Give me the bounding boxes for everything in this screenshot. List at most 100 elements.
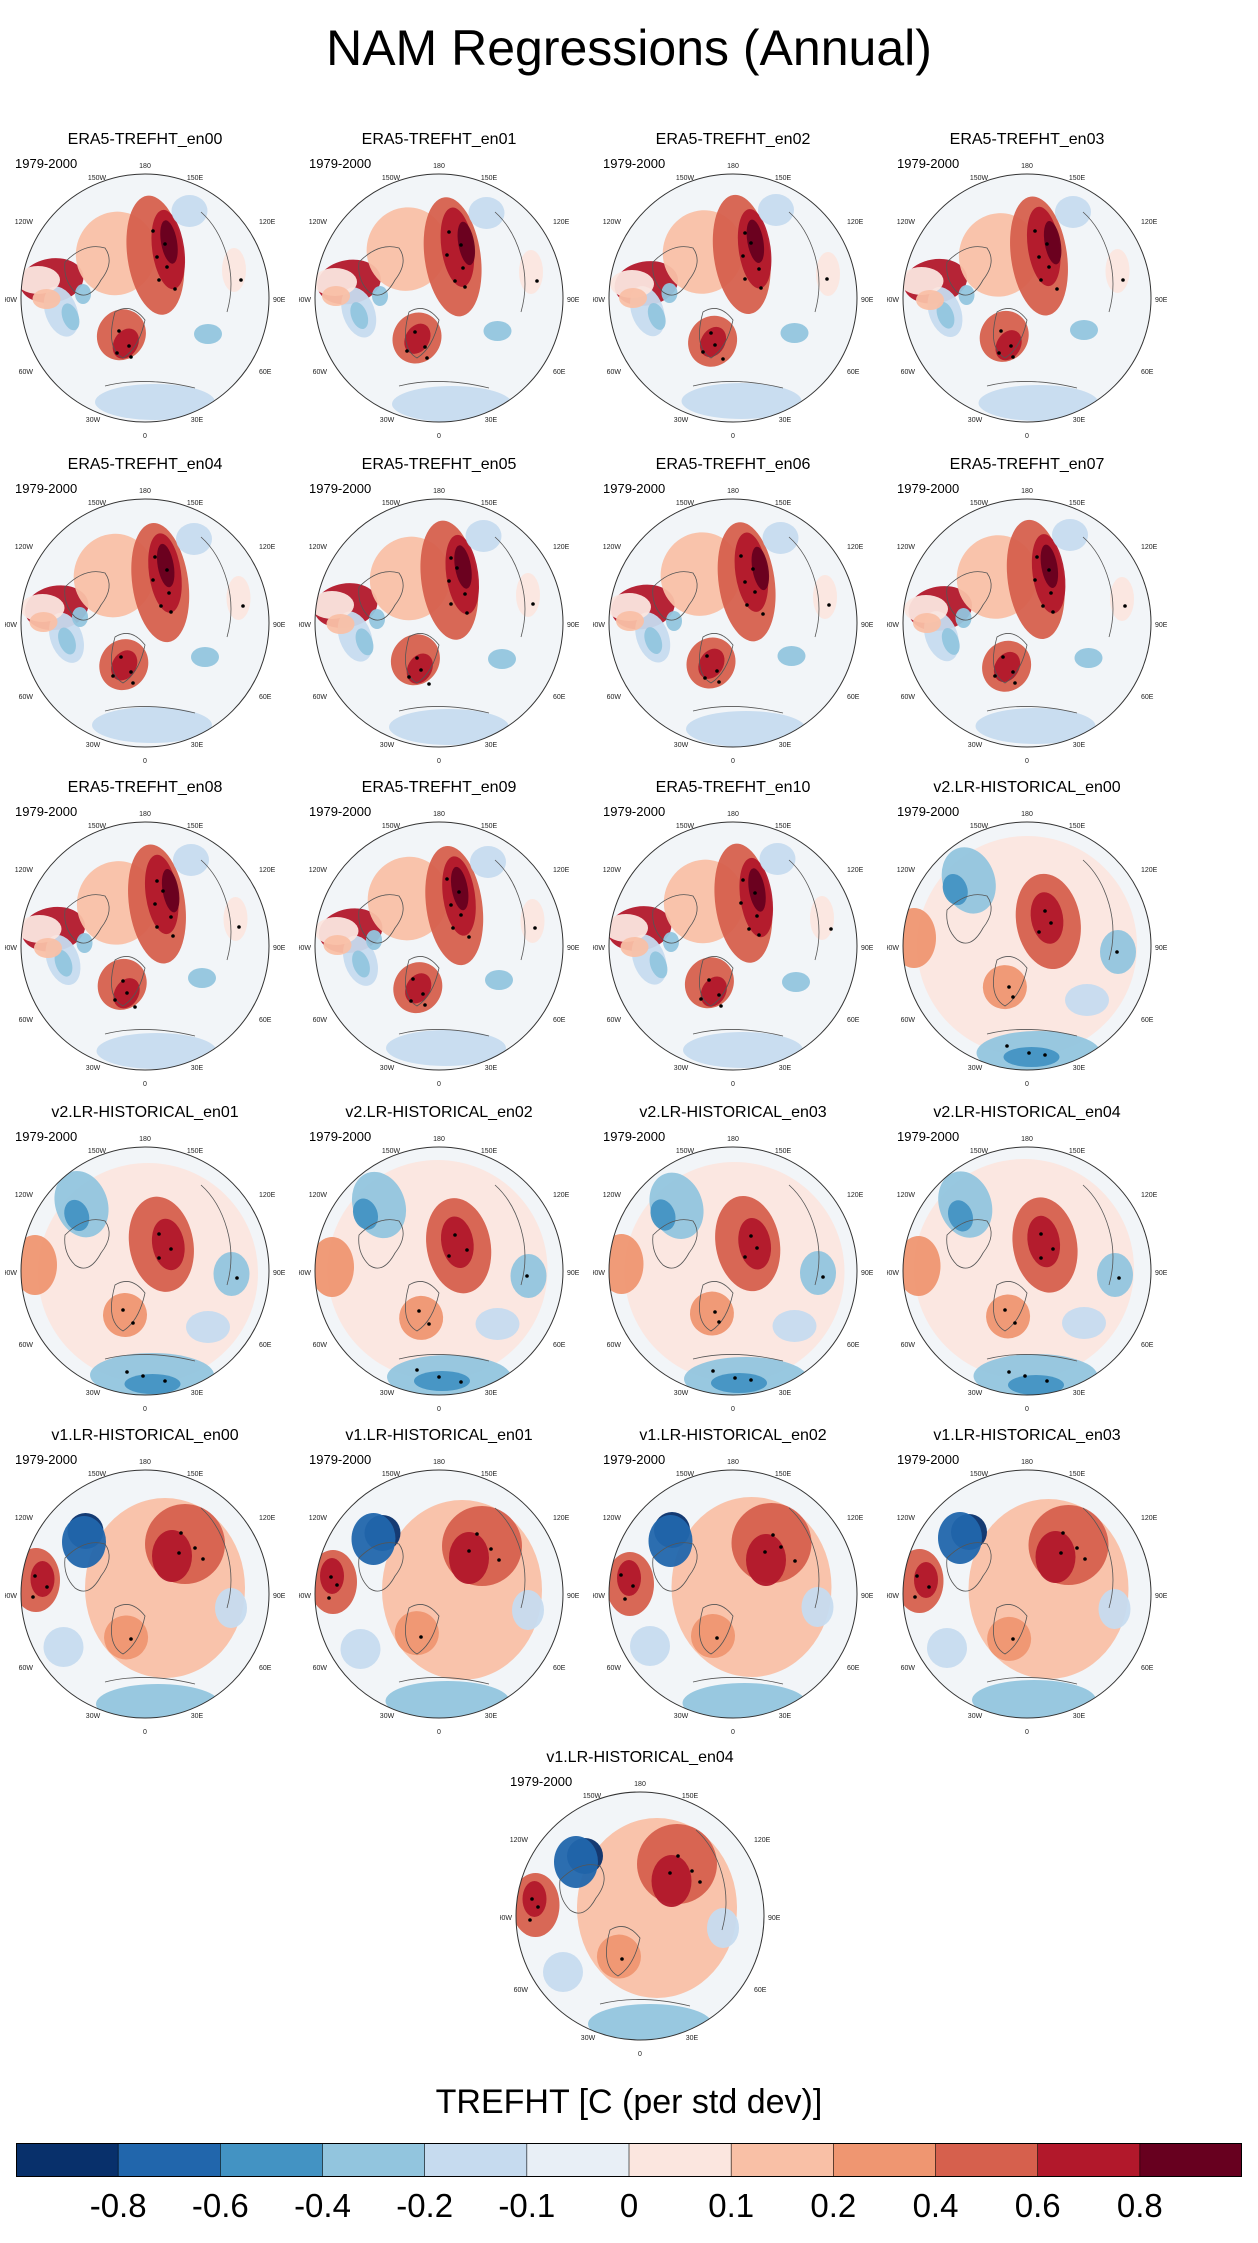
colorbar-swatch-5 bbox=[526, 2143, 630, 2177]
panel-13-anomaly-patch-8 bbox=[124, 1374, 181, 1394]
panel-1-polar-map: 180 150W 150E 120W 120E 90W 90E 60W 60E 30W 30E 0 bbox=[5, 163, 285, 440]
colorbar-swatch-9 bbox=[935, 2143, 1039, 2177]
panel-18-anomaly-patch-8 bbox=[340, 1629, 381, 1669]
panel-7-anomaly-patch-11 bbox=[616, 611, 644, 631]
panel-10-longitude-label-top-right: 150E bbox=[481, 823, 498, 830]
panel-7-anomaly-patch-13 bbox=[777, 646, 806, 666]
panel-19-anomaly-patch-2 bbox=[617, 1560, 641, 1596]
panel-6-title: ERA5-TREFHT_en05 bbox=[361, 456, 517, 473]
colorbar-tick-label-2: -0.4 bbox=[294, 2187, 351, 2224]
panel-1-anomaly-patch-15 bbox=[222, 248, 246, 292]
panel-9-anomaly-patch-8 bbox=[54, 949, 73, 977]
panel-21-longitude-label-upper-left: 120W bbox=[510, 1837, 529, 1844]
panel-8-longitude-label-right: 90E bbox=[1155, 622, 1167, 629]
panel-18-polar-map: 180 150W 150E 120W 120E 90W 90E 60W 60E 30W 30E 0 bbox=[299, 1459, 579, 1736]
colorbar-swatch-0 bbox=[16, 2143, 119, 2177]
panel-14-anomaly-patch-10 bbox=[475, 1308, 520, 1340]
panel-16-longitude-label-lower-right: 60E bbox=[1141, 1342, 1154, 1349]
panel-7-polar-map: 180 150W 150E 120W 120E 90W 90E 60W 60E 30W 30E 0 bbox=[593, 488, 873, 765]
panel-1-longitude-label-bottom: 0 bbox=[143, 433, 147, 440]
panel-10-longitude-label-bottom-left: 30W bbox=[380, 1065, 395, 1072]
panel-4-longitude-label-bottom: 0 bbox=[1025, 433, 1029, 440]
panel-13-anomaly-patch-6 bbox=[103, 1293, 147, 1337]
panel-6-longitude-label-top-left: 150W bbox=[382, 500, 401, 507]
panel-4-anomaly-patch-8 bbox=[936, 301, 955, 329]
panel-9-longitude-label-bottom-left: 30W bbox=[86, 1065, 101, 1072]
panel-11-longitude-label-lower-right: 60E bbox=[847, 1017, 860, 1024]
panel-3-anomaly-patch-10 bbox=[610, 270, 654, 298]
panel-4-longitude-label-lower-left: 60W bbox=[901, 369, 916, 376]
panel-11-longitude-label-top-left: 150W bbox=[676, 823, 695, 830]
colorbar-tick-label-8: 0.4 bbox=[912, 2187, 959, 2224]
panel-21-longitude-label-left: 90W bbox=[500, 1915, 512, 1922]
panel-5-longitude-label-right: 90E bbox=[273, 622, 285, 629]
panel-13-period: 1979-2000 bbox=[15, 1129, 78, 1144]
panel-16-anomaly-patch-10 bbox=[1062, 1307, 1106, 1339]
panel-8-longitude-label-top-left: 150W bbox=[970, 500, 989, 507]
panel-6-longitude-label-right: 90E bbox=[567, 622, 579, 629]
panel-7-coastlines bbox=[652, 536, 820, 714]
panel-12-anomaly-patch-8 bbox=[1003, 1047, 1060, 1067]
panel-14: v2.LR-HISTORICAL_en02 1979-2000 180 150W 150… bbox=[299, 1103, 579, 1423]
panel-1-longitude-label-top-left: 150W bbox=[88, 175, 107, 182]
panel-15-longitude-label-bottom: 0 bbox=[731, 1406, 735, 1413]
panel-7-anomaly-patch-10 bbox=[609, 593, 651, 621]
panel-1-longitude-label-left: 90W bbox=[5, 297, 17, 304]
panel-19-anomaly-patch-8 bbox=[630, 1626, 670, 1666]
panel-5-longitude-label-lower-left: 60W bbox=[19, 694, 34, 701]
panel-2-longitude-label-bottom-right: 30E bbox=[485, 417, 498, 424]
panel-16: v2.LR-HISTORICAL_en04 1979-2000 180 150W 150… bbox=[887, 1103, 1167, 1423]
panel-8-anomaly-patch-12 bbox=[1052, 519, 1088, 551]
panel-7-anomaly-patch-15 bbox=[813, 575, 837, 619]
panel-10-longitude-label-bottom: 0 bbox=[437, 1081, 441, 1088]
panel-2-period: 1979-2000 bbox=[309, 156, 372, 171]
panel-8-longitude-label-left: 90W bbox=[887, 622, 899, 629]
panel-18-longitude-label-lower-left: 60W bbox=[313, 1665, 328, 1672]
panel-9-anomaly-patch-14 bbox=[96, 1033, 217, 1069]
panel-1-longitude-label-bottom-right: 30E bbox=[191, 417, 204, 424]
colorbar-swatch-8 bbox=[833, 2143, 936, 2177]
panel-4-anomaly-patch-12 bbox=[1055, 196, 1091, 228]
panel-10-significance-stipple bbox=[409, 877, 537, 1007]
panel-9-longitude-label-bottom: 0 bbox=[143, 1081, 147, 1088]
panel-18-longitude-label-top: 180 bbox=[433, 1459, 445, 1466]
panel-17-longitude-label-left: 90W bbox=[5, 1593, 17, 1600]
panel-7-longitude-label-left: 90W bbox=[593, 622, 605, 629]
panel-17-longitude-label-upper-right: 120E bbox=[259, 1515, 276, 1522]
panel-2-longitude-label-left: 90W bbox=[299, 297, 311, 304]
panel-20-longitude-label-lower-right: 60E bbox=[1141, 1665, 1154, 1672]
panel-16-longitude-label-bottom-left: 30W bbox=[968, 1390, 983, 1397]
panel-19-anomaly-patch-10 bbox=[801, 1587, 834, 1627]
panel-6-longitude-label-lower-right: 60E bbox=[553, 694, 566, 701]
panel-16-anomaly-patch-9 bbox=[1097, 1253, 1133, 1297]
panel-15-polar-map: 180 150W 150E 120W 120E 90W 90E 60W 60E 30W 30E 0 bbox=[593, 1136, 873, 1413]
panel-8-significance-stipple bbox=[993, 555, 1127, 685]
panel-11-longitude-label-upper-left: 120W bbox=[603, 867, 622, 874]
panel-17-longitude-label-bottom-right: 30E bbox=[191, 1713, 204, 1720]
panel-1-title: ERA5-TREFHT_en00 bbox=[67, 131, 223, 148]
panel-12-longitude-label-upper-right: 120E bbox=[1141, 867, 1158, 874]
panel-5-anomaly-patch-14 bbox=[92, 707, 212, 743]
panel-9-anomaly-patch-13 bbox=[188, 968, 216, 988]
panel-17-map-boundary bbox=[20, 1469, 270, 1719]
panel-2-longitude-label-lower-left: 60W bbox=[313, 369, 328, 376]
panel-7-period: 1979-2000 bbox=[603, 481, 666, 496]
panel-16-polar-map: 180 150W 150E 120W 120E 90W 90E 60W 60E 30W 30E 0 bbox=[887, 1136, 1167, 1413]
panel-3-anomaly-patch-6 bbox=[699, 326, 727, 358]
panel-4-title: ERA5-TREFHT_en03 bbox=[949, 131, 1105, 148]
panel-1-longitude-label-right: 90E bbox=[273, 297, 285, 304]
panel-13-longitude-label-upper-right: 120E bbox=[259, 1192, 276, 1199]
panel-1-longitude-label-top-right: 150E bbox=[187, 175, 204, 182]
panel-11-longitude-label-upper-right: 120E bbox=[847, 867, 864, 874]
panel-3-longitude-label-bottom: 0 bbox=[731, 433, 735, 440]
panel-4-longitude-label-upper-left: 120W bbox=[897, 219, 916, 226]
panel-4-map-boundary bbox=[902, 173, 1152, 423]
colorbar-swatch-3 bbox=[322, 2143, 426, 2177]
panel-10-longitude-label-upper-left: 120W bbox=[309, 867, 328, 874]
panel-16-longitude-label-bottom-right: 30E bbox=[1073, 1390, 1086, 1397]
panel-16-longitude-label-left: 90W bbox=[887, 1270, 899, 1277]
panel-15-longitude-label-lower-left: 60W bbox=[607, 1342, 622, 1349]
panel-6-longitude-label-left: 90W bbox=[299, 622, 311, 629]
panel-15-anomaly-patch-6 bbox=[689, 1291, 734, 1336]
panel-5-anomaly-patch-8 bbox=[58, 627, 76, 655]
